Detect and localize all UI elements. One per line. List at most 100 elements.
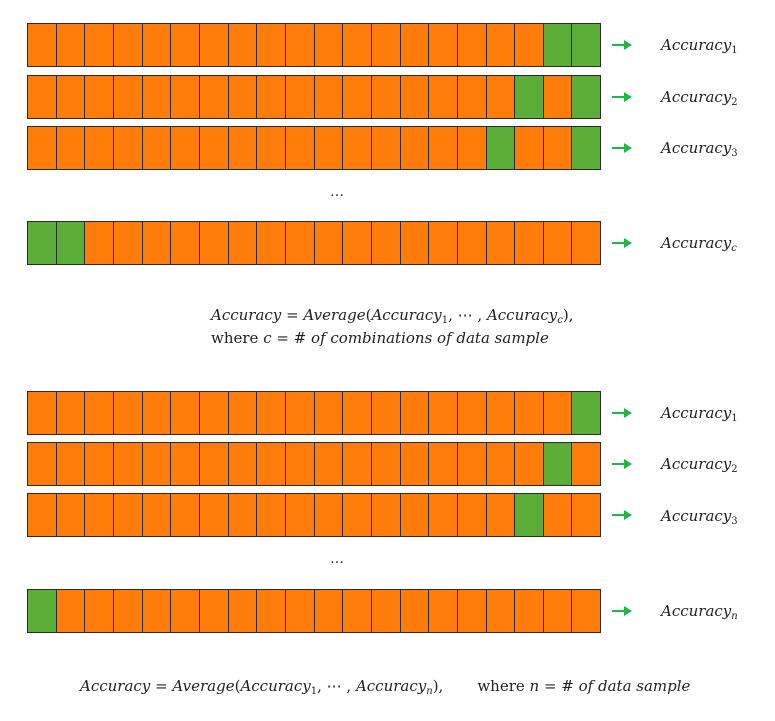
accuracy-label-c: Accuracyc bbox=[661, 234, 737, 254]
accuracy-label-3: Accuracy3 bbox=[661, 507, 738, 527]
train-cell bbox=[257, 222, 286, 264]
train-cell bbox=[486, 443, 516, 485]
train-cell bbox=[543, 494, 573, 536]
train-cell bbox=[572, 222, 601, 264]
ellipsis: … bbox=[330, 184, 344, 200]
train-cell bbox=[199, 392, 229, 434]
formula-average-c: Accuracy = Average(Accuracy1, ⋯ , Accura… bbox=[211, 306, 574, 326]
test-cell bbox=[56, 222, 86, 264]
accuracy-label-2: Accuracy2 bbox=[661, 88, 738, 108]
test-cell bbox=[486, 127, 516, 169]
train-cell bbox=[285, 590, 315, 632]
loo-row-2 bbox=[27, 442, 601, 486]
train-cell bbox=[28, 392, 57, 434]
train-cell bbox=[113, 222, 143, 264]
train-cell bbox=[371, 127, 401, 169]
train-cell bbox=[371, 222, 401, 264]
train-cell bbox=[171, 222, 200, 264]
train-cell bbox=[113, 494, 143, 536]
train-cell bbox=[113, 127, 143, 169]
train-cell bbox=[486, 24, 516, 66]
train-cell bbox=[343, 590, 372, 632]
train-cell bbox=[257, 443, 286, 485]
train-cell bbox=[285, 222, 315, 264]
train-cell bbox=[457, 392, 487, 434]
train-cell bbox=[343, 127, 372, 169]
train-cell bbox=[429, 24, 458, 66]
train-cell bbox=[28, 127, 57, 169]
train-cell bbox=[171, 494, 200, 536]
train-cell bbox=[85, 494, 114, 536]
train-cell bbox=[142, 494, 172, 536]
train-cell bbox=[142, 392, 172, 434]
train-cell bbox=[142, 76, 172, 118]
train-cell bbox=[56, 494, 86, 536]
train-cell bbox=[257, 76, 286, 118]
train-cell bbox=[199, 24, 229, 66]
train-cell bbox=[85, 24, 114, 66]
train-cell bbox=[171, 127, 200, 169]
train-cell bbox=[457, 443, 487, 485]
arrow-right-icon bbox=[612, 238, 632, 248]
train-cell bbox=[400, 76, 430, 118]
train-cell bbox=[371, 494, 401, 536]
train-cell bbox=[257, 392, 286, 434]
train-cell bbox=[343, 443, 372, 485]
train-cell bbox=[314, 392, 344, 434]
train-cell bbox=[515, 392, 544, 434]
train-cell bbox=[56, 24, 86, 66]
train-cell bbox=[400, 590, 430, 632]
train-cell bbox=[400, 24, 430, 66]
arrow-right-icon bbox=[612, 606, 632, 616]
train-cell bbox=[429, 76, 458, 118]
fold-row-1 bbox=[27, 23, 601, 67]
train-cell bbox=[199, 127, 229, 169]
train-cell bbox=[371, 590, 401, 632]
train-cell bbox=[171, 24, 200, 66]
test-cell bbox=[543, 443, 573, 485]
train-cell bbox=[228, 590, 258, 632]
arrow-right-icon bbox=[612, 408, 632, 418]
train-cell bbox=[543, 76, 573, 118]
train-cell bbox=[429, 222, 458, 264]
train-cell bbox=[257, 24, 286, 66]
train-cell bbox=[457, 494, 487, 536]
train-cell bbox=[171, 590, 200, 632]
train-cell bbox=[257, 590, 286, 632]
train-cell bbox=[228, 222, 258, 264]
train-cell bbox=[228, 76, 258, 118]
train-cell bbox=[28, 24, 57, 66]
test-cell bbox=[572, 76, 601, 118]
train-cell bbox=[257, 494, 286, 536]
train-cell bbox=[429, 392, 458, 434]
train-cell bbox=[486, 494, 516, 536]
train-cell bbox=[171, 76, 200, 118]
arrow-right-icon bbox=[612, 92, 632, 102]
formula-average-n: Accuracy = Average(Accuracy1, ⋯ , Accura… bbox=[80, 677, 691, 697]
train-cell bbox=[85, 127, 114, 169]
train-cell bbox=[56, 590, 86, 632]
train-cell bbox=[429, 127, 458, 169]
train-cell bbox=[314, 76, 344, 118]
train-cell bbox=[113, 24, 143, 66]
train-cell bbox=[572, 443, 601, 485]
train-cell bbox=[142, 443, 172, 485]
train-cell bbox=[199, 222, 229, 264]
arrow-right-icon bbox=[612, 40, 632, 50]
train-cell bbox=[285, 392, 315, 434]
train-cell bbox=[371, 24, 401, 66]
formula-where-c: where c = # of combinations of data samp… bbox=[211, 329, 549, 347]
train-cell bbox=[85, 222, 114, 264]
train-cell bbox=[515, 222, 544, 264]
loo-row-n bbox=[27, 589, 601, 633]
train-cell bbox=[457, 127, 487, 169]
accuracy-label-1: Accuracy1 bbox=[661, 404, 738, 424]
train-cell bbox=[572, 590, 601, 632]
ellipsis: … bbox=[330, 551, 344, 567]
train-cell bbox=[486, 76, 516, 118]
train-cell bbox=[85, 590, 114, 632]
train-cell bbox=[142, 127, 172, 169]
accuracy-label-n: Accuracyn bbox=[661, 602, 738, 622]
train-cell bbox=[28, 76, 57, 118]
train-cell bbox=[457, 24, 487, 66]
